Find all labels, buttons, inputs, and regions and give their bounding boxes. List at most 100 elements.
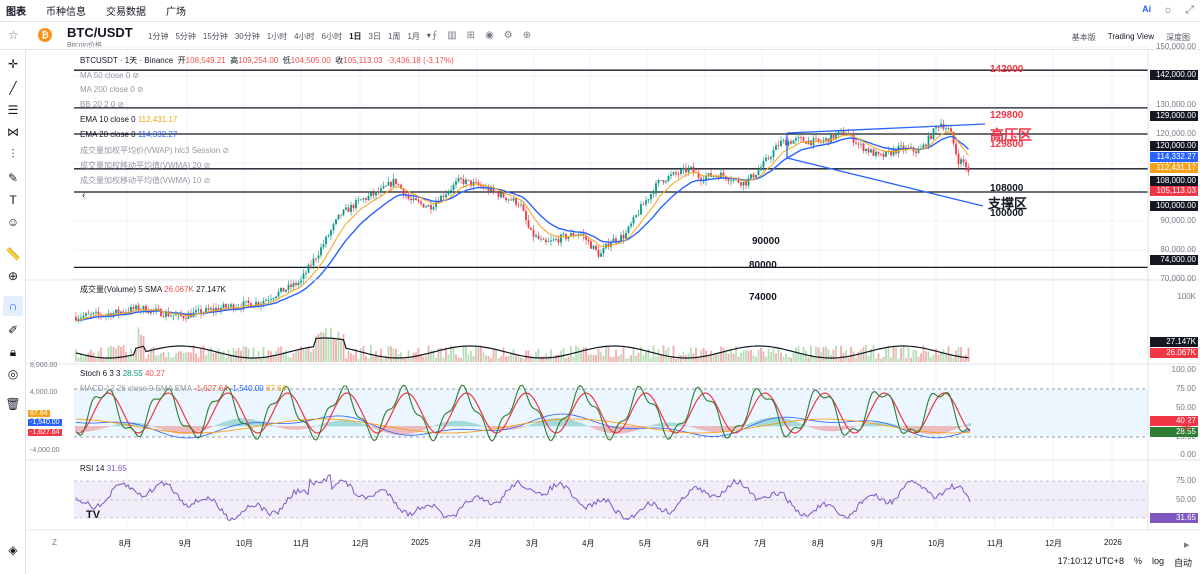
eye-icon[interactable]: ◎ xyxy=(7,367,19,381)
symbol-name[interactable]: BTC/USDT xyxy=(67,25,133,40)
nav-square[interactable]: 广场 xyxy=(166,7,186,18)
scroll-right-icon[interactable]: ▸ xyxy=(1184,539,1190,551)
brush-icon[interactable]: ✎ xyxy=(7,171,19,185)
candle-body xyxy=(835,133,837,139)
layers-icon[interactable]: ◈ xyxy=(8,543,18,557)
hidden-eye-icon[interactable]: ⊘ xyxy=(136,85,144,94)
compare-icon[interactable]: ⊞ xyxy=(466,30,476,41)
volume-bar xyxy=(277,347,280,362)
macd-hist-bar xyxy=(421,426,423,431)
legend-ema10[interactable]: EMA 10 close 0 112,431.17 xyxy=(80,115,178,124)
theme-icon[interactable]: ☼ xyxy=(1163,4,1174,16)
emoji-icon[interactable]: ☺ xyxy=(6,215,20,229)
legend-ma200[interactable]: MA 200 close 0 ⊘ xyxy=(80,85,144,94)
zoom-icon[interactable]: ⊕ xyxy=(7,269,19,283)
candle-body xyxy=(875,151,877,156)
camera-icon[interactable]: ◉ xyxy=(485,30,494,41)
legend-vwma10[interactable]: 成交量加权移动平均值(VWMA) 10 ⊘ xyxy=(80,176,211,185)
interval-0[interactable]: 1分钟 xyxy=(148,32,169,41)
legend-vwap[interactable]: 成交量加权平均价(VWAP) hlc3 Session ⊘ xyxy=(80,146,230,155)
legend-volume[interactable]: 成交量(Volume) 5 SMA 26.067K 27.147K xyxy=(80,285,226,294)
ruler-icon[interactable]: 📏 xyxy=(5,247,21,261)
volume-bar xyxy=(542,356,545,362)
trendline-icon[interactable]: ╱ xyxy=(9,81,17,95)
chart-type-icon[interactable]: ▥ xyxy=(447,30,457,41)
trash-icon[interactable]: 🗑︎ xyxy=(5,397,21,411)
lock-icon[interactable]: 🔒︎ xyxy=(9,345,17,359)
interval-7[interactable]: 1日 xyxy=(349,32,362,41)
volume-bar xyxy=(725,350,727,362)
interval-2[interactable]: 15分钟 xyxy=(202,32,228,41)
interval-5[interactable]: 4小时 xyxy=(294,32,315,41)
legend-macd[interactable]: MACD 12 26 close 9 EMA EMA -1,627.64 -1,… xyxy=(80,384,286,393)
interval-11[interactable]: ▾ xyxy=(426,31,431,40)
crosshair-icon[interactable]: ✛ xyxy=(7,57,19,71)
volume-bar xyxy=(615,349,617,362)
collapse-legend-icon[interactable]: ‹ xyxy=(82,190,86,201)
macd-hist-bar xyxy=(385,426,387,433)
horizontal-lines-icon[interactable]: ☰ xyxy=(7,103,19,117)
nav-coin-info[interactable]: 币种信息 xyxy=(46,7,86,18)
candle-body xyxy=(342,209,345,216)
pattern-icon[interactable]: ⋈ xyxy=(7,125,19,139)
hidden-eye-icon[interactable]: ⊘ xyxy=(132,71,140,80)
hidden-eye-icon[interactable]: ⊘ xyxy=(203,161,211,170)
legend-vwma20[interactable]: 成交量加权移动平均值(VWMA) 20 ⊘ xyxy=(80,161,211,170)
nav-trade-data[interactable]: 交易数据 xyxy=(106,7,146,18)
macd-hist-bar xyxy=(497,426,499,430)
hidden-eye-icon[interactable]: ⊘ xyxy=(117,100,125,109)
interval-6[interactable]: 6小时 xyxy=(321,32,343,41)
macd-hist-bar xyxy=(313,426,315,427)
macd-hist-bar xyxy=(725,426,727,432)
interval-1[interactable]: 5分钟 xyxy=(175,32,196,41)
volume-bar xyxy=(787,356,790,362)
nav-chart[interactable]: 图表 xyxy=(6,7,26,18)
volume-bar xyxy=(435,357,437,362)
interval-8[interactable]: 3日 xyxy=(368,32,381,41)
hidden-eye-icon[interactable]: ⊘ xyxy=(222,146,230,155)
candle-body xyxy=(405,195,407,197)
log-toggle[interactable]: log xyxy=(1151,556,1164,566)
interval-9[interactable]: 1周 xyxy=(387,32,401,41)
interval-10[interactable]: 1月 xyxy=(407,32,420,41)
view-0[interactable]: 基本版 xyxy=(1071,33,1096,42)
percent-toggle[interactable]: % xyxy=(1133,556,1142,566)
time-tick: 11月 xyxy=(293,539,310,548)
fib-icon[interactable]: ⫶ xyxy=(11,147,15,161)
lock-draw-icon[interactable]: ✐ xyxy=(7,323,19,337)
auto-toggle[interactable]: 自动 xyxy=(1173,558,1192,568)
volume-bar xyxy=(812,355,815,362)
interval-4[interactable]: 1小时 xyxy=(266,32,288,41)
ai-icon[interactable]: Ai xyxy=(1142,4,1152,14)
macd-hist-bar xyxy=(575,421,577,427)
z-icon[interactable]: Z xyxy=(52,538,57,547)
candle-body xyxy=(787,141,790,146)
text-icon[interactable]: T xyxy=(9,193,17,207)
indicator-icon[interactable]: ⨍ xyxy=(432,30,438,41)
star-icon[interactable]: ☆ xyxy=(8,28,19,42)
legend-stoch[interactable]: Stoch 6 3 3 28.55 40.27 xyxy=(80,369,166,378)
legend-rsi[interactable]: RSI 14 31.65 xyxy=(80,464,127,473)
alert-icon[interactable]: ⊕ xyxy=(1181,418,1192,433)
macd-hist-bar xyxy=(397,426,399,435)
view-2[interactable]: 深度图 xyxy=(1166,33,1190,42)
settings-icon[interactable]: ⚙ xyxy=(503,30,513,41)
candle-body xyxy=(187,313,190,319)
interval-3[interactable]: 30分钟 xyxy=(234,32,260,41)
candle-body xyxy=(810,140,812,146)
macd-hist-bar xyxy=(675,423,677,427)
candle-body xyxy=(157,308,160,310)
macd-hist-bar xyxy=(679,423,681,427)
magnet-icon[interactable]: ∩ xyxy=(3,296,23,316)
legend-ema20[interactable]: EMA 20 close 0 114,332.27 xyxy=(80,130,178,139)
legend-ma50[interactable]: MA 50 close 0 ⊘ xyxy=(80,71,140,80)
volume-bar xyxy=(515,355,517,362)
view-1[interactable]: Trading View xyxy=(1107,32,1154,41)
volume-bar xyxy=(362,346,365,362)
legend-bb[interactable]: BB 20 2 0 ⊘ xyxy=(80,100,125,109)
macd-hist-bar xyxy=(215,425,217,427)
hidden-eye-icon[interactable]: ⊘ xyxy=(203,176,211,185)
add-icon[interactable]: ⊕ xyxy=(522,30,532,41)
macd-hist-bar xyxy=(551,418,553,427)
fullscreen-icon[interactable]: ⤢ xyxy=(1185,4,1194,16)
